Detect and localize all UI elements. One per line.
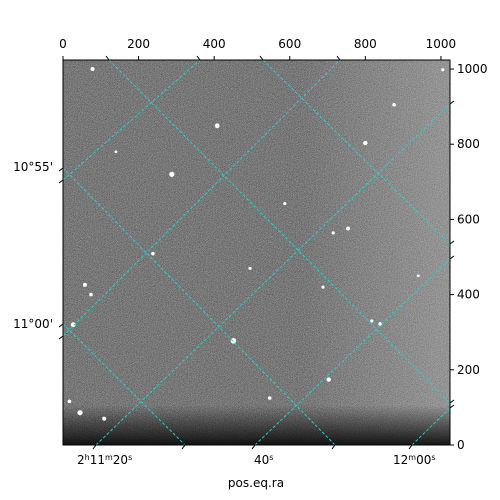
right-tick-label-6: 1000 bbox=[457, 62, 488, 76]
star-24 bbox=[416, 274, 420, 278]
right-tick-label-4: 600 bbox=[457, 212, 480, 226]
world-tick-14 bbox=[92, 444, 97, 450]
world-tick-15 bbox=[181, 444, 186, 450]
stars bbox=[67, 67, 445, 421]
star-4 bbox=[392, 102, 396, 107]
world-tick-7 bbox=[259, 55, 264, 61]
star-15 bbox=[230, 338, 237, 344]
grid-line-6 bbox=[108, 60, 450, 404]
star-6 bbox=[283, 202, 287, 206]
top-tick-label-5: 800 bbox=[354, 37, 377, 51]
world-axes bbox=[58, 55, 455, 450]
coordinate-grid bbox=[63, 60, 450, 445]
right-tick-label-2: 200 bbox=[457, 363, 480, 377]
world-tick-1 bbox=[58, 179, 64, 184]
dec-tick-label-2: 11°00' bbox=[13, 317, 53, 331]
world-tick-18 bbox=[408, 444, 413, 450]
star-12 bbox=[82, 282, 87, 287]
ra-tick-label-2: 40s bbox=[254, 453, 273, 468]
right-tick-label-1: 0 bbox=[457, 438, 465, 452]
top-tick-label-4: 600 bbox=[278, 37, 301, 51]
grid-line-3 bbox=[95, 103, 450, 445]
world-tick-9 bbox=[449, 100, 455, 105]
world-tick-13 bbox=[449, 404, 455, 409]
image-right-brightening bbox=[300, 60, 450, 445]
star-3 bbox=[363, 140, 368, 146]
plot-frame bbox=[62, 59, 451, 446]
star-13 bbox=[89, 292, 93, 297]
x-axis-label: pos.eq.ra bbox=[228, 476, 284, 490]
world-tick-3 bbox=[58, 167, 64, 172]
world-tick-12 bbox=[449, 399, 455, 404]
star-21 bbox=[102, 416, 107, 421]
ra-tick-label-3: 12m00s bbox=[393, 453, 436, 468]
star-20 bbox=[77, 410, 83, 416]
star-22 bbox=[67, 399, 72, 404]
grid-line-8 bbox=[262, 60, 450, 245]
star-2 bbox=[214, 123, 220, 129]
star-17 bbox=[370, 319, 374, 323]
world-tick-10 bbox=[449, 240, 455, 245]
world-tick-11 bbox=[449, 255, 455, 260]
star-10 bbox=[248, 266, 252, 270]
top-tick-label-2: 200 bbox=[127, 37, 150, 51]
star-8 bbox=[331, 231, 335, 235]
pixel-axes: 0 200 400 600 800 1000 0 200 400 600 800 1000 bbox=[59, 37, 487, 452]
star-23 bbox=[441, 68, 445, 72]
star-9 bbox=[151, 251, 155, 256]
top-tick-label-6: 1000 bbox=[426, 37, 457, 51]
image-bottom-darkening bbox=[63, 405, 450, 445]
star-7 bbox=[345, 226, 350, 231]
star-19 bbox=[267, 396, 272, 400]
top-tick-label-3: 400 bbox=[203, 37, 226, 51]
top-tick-label-1: 0 bbox=[59, 37, 67, 51]
grid-line-1 bbox=[63, 60, 201, 181]
world-tick-5 bbox=[105, 55, 110, 61]
grid-line-9 bbox=[63, 323, 186, 445]
star-11 bbox=[321, 285, 325, 289]
ra-tick-label-1: 2h11m20s bbox=[77, 453, 132, 468]
world-tick-8 bbox=[336, 55, 341, 61]
star-14 bbox=[70, 322, 76, 328]
world-tick-16 bbox=[251, 444, 256, 450]
star-5 bbox=[169, 171, 175, 177]
dec-tick-label-1: 10°55' bbox=[13, 160, 53, 174]
sky-image bbox=[63, 60, 450, 445]
right-tick-label-5: 800 bbox=[457, 137, 480, 151]
star-25 bbox=[114, 150, 118, 154]
world-tick-2 bbox=[58, 335, 64, 340]
star-16 bbox=[378, 322, 382, 326]
right-tick-label-3: 400 bbox=[457, 288, 480, 302]
world-tick-6 bbox=[196, 55, 201, 61]
world-tick-4 bbox=[58, 323, 64, 328]
grid-line-2 bbox=[63, 60, 341, 337]
grid-line-5 bbox=[411, 407, 450, 445]
star-18 bbox=[326, 377, 331, 382]
star-1 bbox=[90, 67, 95, 72]
world-tick-17 bbox=[331, 444, 336, 450]
